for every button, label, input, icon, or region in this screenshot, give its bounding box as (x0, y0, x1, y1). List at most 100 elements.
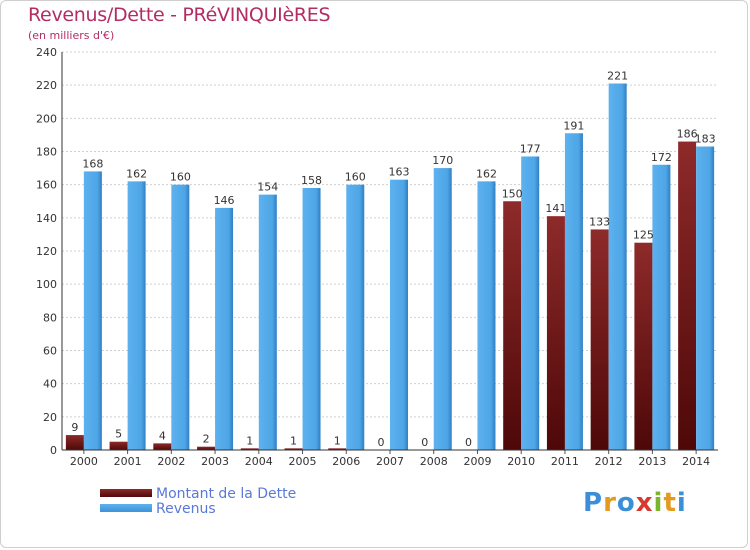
x-tick-label: 2002 (157, 455, 185, 468)
x-tick-label: 2012 (595, 455, 623, 468)
y-tick-label: 60 (43, 345, 57, 358)
data-label-revenus: 191 (563, 119, 584, 132)
y-tick-label: 80 (43, 311, 57, 324)
labels-layer: 9 168 5 162 4 160 2 146 1 154 1 158 1 160 0 163 0 170 0 162… (71, 70, 715, 449)
data-label-revenus: 154 (257, 181, 278, 194)
x-tick-label: 2001 (114, 455, 142, 468)
logo-letter: x (635, 488, 654, 518)
data-label-revenus: 172 (651, 151, 672, 164)
y-tick-label: 140 (36, 212, 57, 225)
data-label-dette: 150 (502, 187, 523, 200)
data-label-revenus: 163 (389, 166, 410, 179)
legend-label-revenus: Revenus (156, 501, 216, 517)
x-tick-label: 2009 (463, 455, 491, 468)
legend-swatch-revenus (100, 504, 152, 512)
chart-title: Revenus/Dette - PRéVINQUIèRES (28, 4, 331, 26)
data-label-dette: 1 (290, 434, 297, 447)
data-label-dette: 9 (71, 421, 78, 434)
bar-dette (546, 216, 565, 450)
bar-dette (678, 141, 697, 451)
x-tick-label: 2011 (551, 455, 579, 468)
bar-dette (240, 448, 259, 450)
bar-revenus (652, 164, 671, 450)
x-tick-label: 2003 (201, 455, 229, 468)
data-label-revenus: 160 (345, 171, 366, 184)
bar-revenus (127, 181, 146, 450)
bar-revenus (696, 146, 715, 450)
bar-revenus (477, 181, 496, 450)
y-tick-label: 0 (50, 444, 57, 457)
data-label-dette: 186 (677, 128, 698, 141)
data-label-revenus: 162 (126, 167, 147, 180)
bar-dette (153, 443, 172, 450)
x-tick-label: 2010 (507, 455, 535, 468)
data-label-dette: 0 (378, 436, 385, 449)
y-tick-label: 180 (36, 146, 57, 159)
chart-subtitle: (en milliers d'€) (28, 29, 115, 42)
y-tick-label: 100 (36, 278, 57, 291)
logo-letter: r (603, 488, 617, 518)
bar-dette (503, 201, 522, 450)
y-tick-label: 200 (36, 112, 57, 125)
bar-dette (590, 229, 609, 450)
data-label-revenus: 183 (695, 133, 716, 146)
data-label-dette: 2 (203, 433, 210, 446)
x-tick-label: 2000 (70, 455, 98, 468)
logo-letter: i (676, 488, 687, 518)
bar-revenus (521, 156, 540, 450)
bar-revenus (608, 83, 627, 450)
bar-revenus (215, 207, 234, 450)
data-label-dette: 133 (589, 215, 610, 228)
data-label-dette: 0 (465, 436, 472, 449)
x-tick-label: 2013 (638, 455, 666, 468)
bar-revenus (433, 168, 452, 451)
data-label-revenus: 162 (476, 167, 497, 180)
y-tick-label: 240 (36, 46, 57, 59)
logo-letter: o (616, 488, 636, 518)
bar-dette (109, 441, 128, 450)
data-label-revenus: 160 (170, 171, 191, 184)
logo-letter: t (663, 488, 677, 518)
y-tick-label: 160 (36, 179, 57, 192)
bar-revenus (564, 133, 583, 450)
bar-revenus (390, 179, 408, 451)
x-tick-label: 2006 (332, 455, 360, 468)
y-tick-label: 20 (43, 411, 57, 424)
data-label-revenus: 170 (432, 154, 453, 167)
bar-revenus (302, 187, 321, 450)
data-label-dette: 125 (633, 229, 654, 242)
bar-dette (328, 448, 347, 450)
x-tick-label: 2004 (245, 455, 273, 468)
bar-revenus (171, 184, 190, 450)
data-label-revenus: 158 (301, 174, 322, 187)
bar-revenus (83, 171, 102, 450)
bar-revenus (346, 184, 365, 450)
data-label-dette: 0 (421, 436, 428, 449)
y-tick-label: 220 (36, 79, 57, 92)
x-tick-label: 2007 (376, 455, 404, 468)
data-label-dette: 5 (115, 428, 122, 441)
logo-letter: P (583, 488, 604, 518)
x-tick-label: 2014 (682, 455, 710, 468)
data-label-revenus: 168 (82, 157, 103, 170)
data-label-dette: 1 (334, 434, 341, 447)
data-label-dette: 141 (545, 202, 566, 215)
legend-label-dette: Montant de la Dette (156, 486, 297, 502)
legend-swatch-dette (100, 489, 152, 497)
x-tick-label: 2008 (420, 455, 448, 468)
bar-dette (284, 448, 303, 450)
data-label-revenus: 146 (214, 194, 235, 207)
x-tick-label: 2005 (289, 455, 317, 468)
y-tick-label: 120 (36, 245, 57, 258)
logo-letter: i (653, 488, 664, 518)
bar-dette (634, 242, 653, 450)
bar-revenus (258, 194, 277, 450)
y-tick-label: 40 (43, 378, 57, 391)
data-label-dette: 4 (159, 429, 166, 442)
data-label-revenus: 221 (607, 70, 628, 83)
bar-dette (65, 435, 84, 450)
bars-layer (65, 83, 715, 451)
